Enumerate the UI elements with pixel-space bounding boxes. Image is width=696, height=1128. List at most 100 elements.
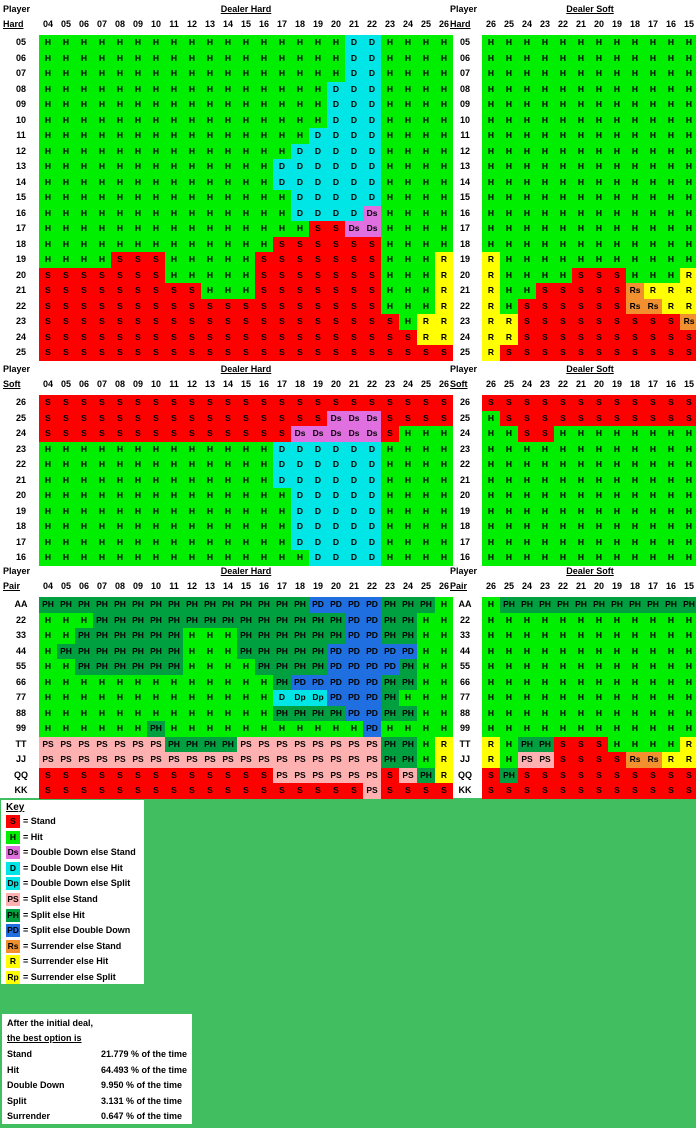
hard-table-cell: H	[93, 205, 111, 221]
soft-table-cell: S	[608, 283, 626, 299]
soft-table-cell: H	[518, 66, 536, 82]
hard-table-cell: S	[111, 426, 129, 442]
hard-table-cell: S	[237, 410, 255, 426]
soft-table-cell: H	[644, 50, 662, 66]
key-swatch: Rp	[6, 971, 20, 984]
soft-table-cell: H	[536, 519, 554, 535]
player-row-label: 24	[15, 428, 26, 438]
soft-table-cell: H	[626, 112, 644, 128]
soft-table-cell: S	[590, 267, 608, 283]
dealer-soft-column-header: 19	[611, 581, 622, 591]
soft-table-cell: H	[554, 81, 572, 97]
dealer-hard-column-header: 10	[150, 379, 161, 389]
hard-table-cell: H	[39, 81, 57, 97]
hard-table-cell: PH	[309, 643, 327, 659]
soft-table-cell: H	[500, 550, 518, 566]
hard-table-cell: S	[399, 329, 417, 345]
soft-table-cell: S	[554, 736, 572, 752]
hard-table-cell: H	[147, 50, 165, 66]
soft-table-cell: H	[482, 190, 500, 206]
hard-table-cell: H	[93, 472, 111, 488]
soft-table-cell: S	[482, 783, 500, 799]
soft-table-cell: S	[554, 395, 572, 411]
hard-table-cell: H	[57, 81, 75, 97]
soft-table-cell: S	[590, 329, 608, 345]
key-description: = Double Down else Split	[23, 878, 131, 889]
hard-table-cell: H	[183, 174, 201, 190]
hard-table-cell: H	[381, 503, 399, 519]
hard-table-cell: H	[381, 66, 399, 82]
hard-table-cell: H	[201, 674, 219, 690]
hard-table-cell: D	[363, 50, 381, 66]
hard-table-cell: H	[435, 534, 453, 550]
hard-table-cell: H	[39, 112, 57, 128]
hard-table-cell: H	[219, 628, 237, 644]
soft-table-cell: H	[644, 643, 662, 659]
soft-table-cell: H	[482, 472, 500, 488]
key-description: = Surrender else Split	[23, 972, 116, 982]
hard-table-cell: H	[399, 205, 417, 221]
soft-table-cell: H	[500, 488, 518, 504]
hard-table-cell: PS	[219, 752, 237, 768]
hard-table-cell: H	[111, 205, 129, 221]
hard-table-cell: H	[111, 66, 129, 82]
hard-table-cell: H	[147, 488, 165, 504]
soft-table-cell: R	[662, 298, 680, 314]
hard-table-cell: H	[417, 628, 435, 644]
player-row-label: 25	[15, 412, 26, 423]
hard-table-cell: S	[345, 252, 363, 268]
soft-table-cell: H	[518, 441, 536, 457]
hard-table-cell: H	[399, 550, 417, 566]
hard-table-cell: PH	[93, 643, 111, 659]
hard-table-cell: PH	[165, 643, 183, 659]
hard-table-cell: PS	[39, 752, 57, 768]
hard-table-cell: D	[345, 97, 363, 113]
hard-table-cell: S	[381, 314, 399, 330]
key-description: = Double Down else Hit	[23, 862, 123, 873]
soft-table-cell: H	[590, 174, 608, 190]
hard-table-cell: S	[327, 329, 345, 345]
hard-table-cell: S	[309, 267, 327, 283]
hard-table-cell: S	[363, 283, 381, 299]
hard-table-cell: PS	[273, 767, 291, 783]
hard-table-cell: H	[165, 236, 183, 252]
hard-table-cell: H	[201, 283, 219, 299]
key-description: = Surrender else Hit	[23, 956, 109, 967]
hard-table-cell: D	[309, 190, 327, 206]
player-row-label-soft-table: 21	[459, 474, 470, 485]
hard-table-cell: D	[327, 441, 345, 457]
soft-table-cell: H	[608, 252, 626, 268]
hard-table-cell: H	[237, 534, 255, 550]
soft-table-cell: H	[536, 267, 554, 283]
stat-percent: 21.779 % of the time	[101, 1049, 188, 1059]
soft-table-cell: H	[590, 659, 608, 675]
soft-table-cell: H	[680, 441, 696, 457]
hard-table-cell: H	[57, 472, 75, 488]
hard-table-cell: H	[201, 550, 219, 566]
hard-table-cell: PD	[327, 659, 345, 675]
soft-table-cell: H	[572, 457, 590, 473]
dealer-soft-column-header: 21	[575, 581, 586, 591]
hard-table-cell: H	[417, 488, 435, 504]
hard-table-cell: H	[183, 457, 201, 473]
hard-table-cell: H	[381, 550, 399, 566]
hard-table-cell: Ds	[345, 426, 363, 442]
hard-table-cell: H	[435, 159, 453, 175]
soft-table-cell: H	[536, 472, 554, 488]
hard-table-cell: PH	[165, 659, 183, 675]
hard-table-cell: S	[381, 329, 399, 345]
soft-table-cell: H	[572, 112, 590, 128]
player-row-label: AA	[14, 599, 28, 609]
hard-table-cell: H	[237, 721, 255, 737]
hard-table-cell: PS	[309, 752, 327, 768]
hard-table-cell: H	[255, 205, 273, 221]
soft-table-cell: S	[644, 783, 662, 799]
soft-table-cell: H	[482, 410, 500, 426]
soft-table-cell: H	[518, 159, 536, 175]
soft-table-cell: H	[662, 35, 680, 51]
soft-table-cell: S	[680, 345, 696, 361]
hard-table-cell: H	[399, 503, 417, 519]
soft-table-cell: H	[482, 174, 500, 190]
soft-table-cell: S	[554, 767, 572, 783]
hard-table-cell: H	[237, 659, 255, 675]
